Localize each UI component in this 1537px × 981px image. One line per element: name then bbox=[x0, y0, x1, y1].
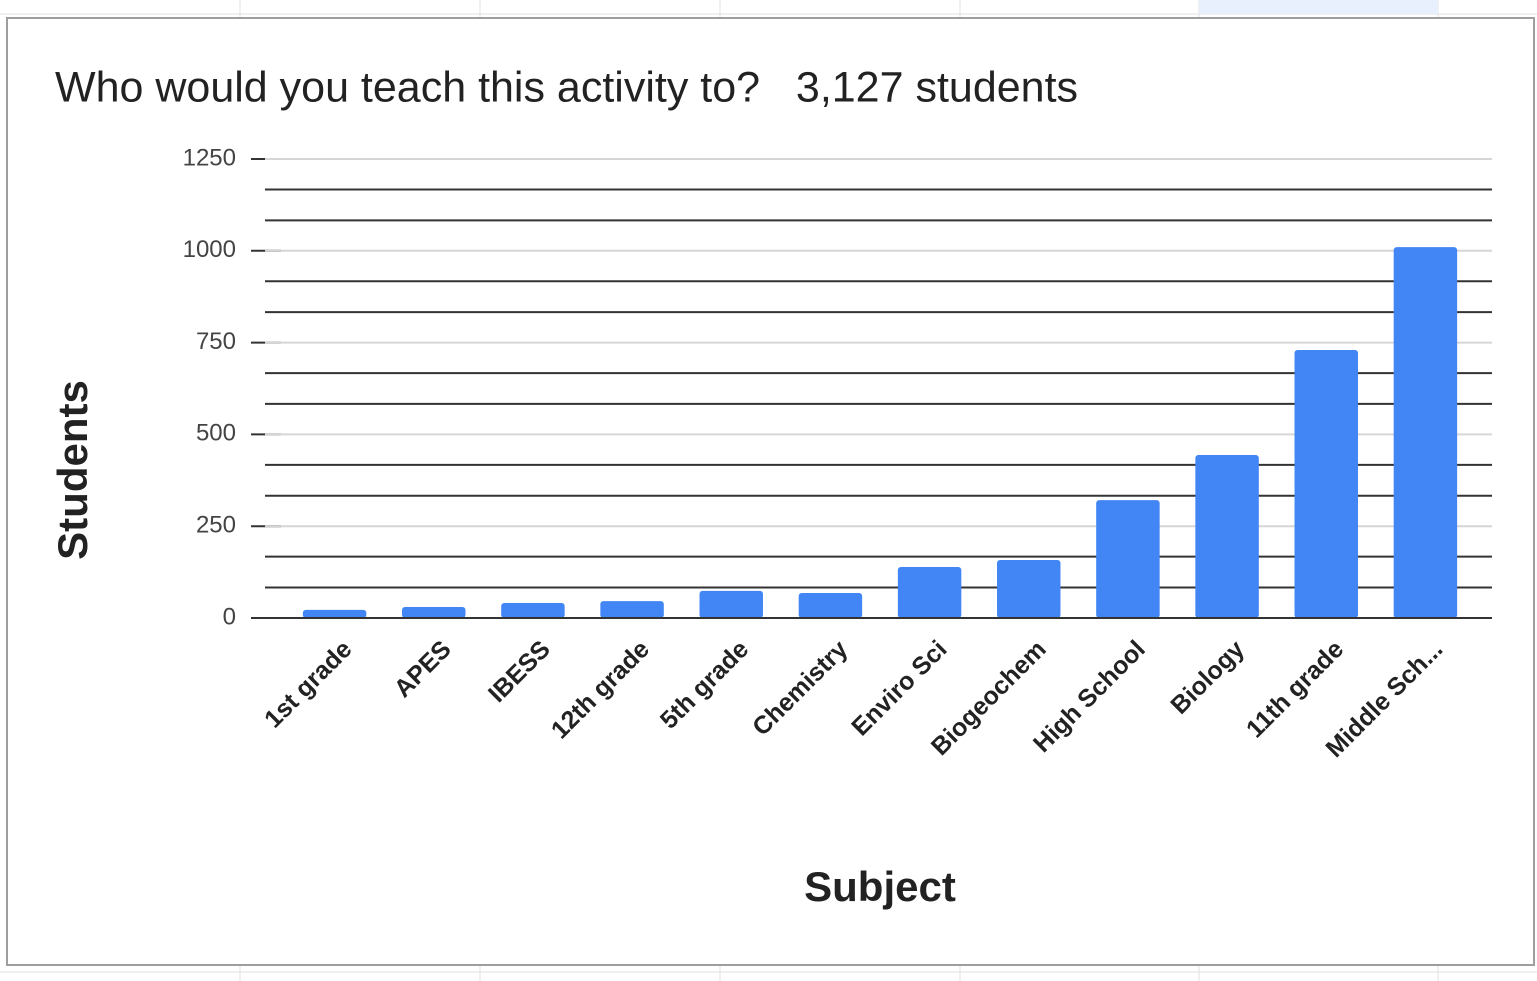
y-tick-label: 0 bbox=[223, 603, 236, 630]
x-axis-label: Subject bbox=[804, 863, 956, 910]
bar bbox=[302, 609, 367, 618]
bar bbox=[1393, 247, 1458, 619]
bar bbox=[997, 559, 1061, 618]
bar bbox=[897, 566, 962, 618]
bar bbox=[1195, 454, 1259, 618]
bar bbox=[600, 601, 664, 618]
bar bbox=[402, 606, 466, 618]
bar bbox=[699, 590, 763, 618]
y-tick-label: 500 bbox=[196, 420, 236, 447]
selected-cell bbox=[1199, 0, 1438, 14]
y-tick-label: 250 bbox=[196, 512, 236, 539]
chart-frame bbox=[6, 17, 1535, 966]
chart-title: Who would you teach this activity to? 3,… bbox=[55, 63, 1078, 111]
bar bbox=[798, 593, 863, 618]
bar bbox=[1294, 349, 1358, 618]
y-tick-label: 1000 bbox=[183, 236, 236, 263]
y-axis-label: Students bbox=[49, 380, 96, 560]
y-tick-label: 750 bbox=[196, 328, 236, 355]
bar bbox=[501, 602, 565, 618]
bar bbox=[1096, 500, 1160, 618]
y-tick-label: 1250 bbox=[183, 144, 236, 171]
